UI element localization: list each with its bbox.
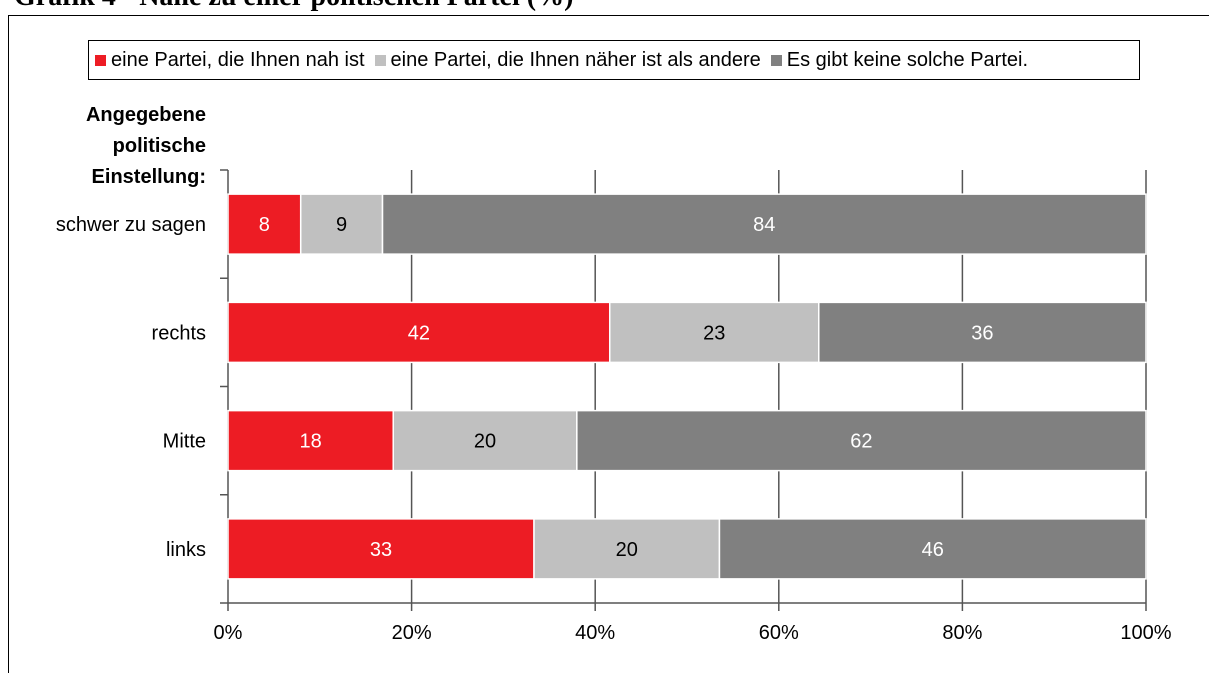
legend-swatch-red: [95, 54, 106, 66]
bar-value-label: 9: [336, 214, 347, 236]
category-label: Mitte: [163, 431, 206, 453]
y-axis-title-line-3: Einstellung:: [91, 166, 206, 188]
bar-segment: [299, 193, 384, 255]
chart-legend: eine Partei, die Ihnen nah ist eine Part…: [88, 40, 1140, 80]
bar-segment: [818, 301, 1147, 364]
legend-swatch-light-gray: [374, 54, 386, 66]
x-tick-label: 20%: [392, 622, 432, 644]
y-axis-title: Angegebene politische Einstellung:: [20, 100, 206, 193]
bar-value-label: 84: [753, 214, 775, 236]
bar-segment: [576, 409, 1147, 472]
legend-item-nah: eine Partei, die Ihnen nah ist: [95, 49, 365, 72]
y-axis-title-line-1: Angegebene: [85, 104, 206, 126]
bar-value-label: 46: [922, 539, 944, 561]
figure-title: Grafik 4 - Nähe zu einer politischen Par…: [0, 0, 1209, 16]
bar-value-label: 62: [850, 431, 872, 453]
x-tick-label: 0%: [214, 622, 243, 644]
bar-segment: [227, 301, 611, 364]
bar-value-label: 33: [370, 539, 392, 561]
frame-top-border: [8, 15, 1209, 16]
bar-value-label: 36: [971, 322, 993, 344]
y-axis-title-line-2: politische: [112, 135, 206, 157]
x-tick-label: 60%: [759, 622, 799, 644]
x-tick-label: 80%: [942, 622, 982, 644]
bar-value-label: 42: [408, 322, 430, 344]
legend-item-keine: Es gibt keine solche Partei.: [770, 48, 1029, 72]
legend-item-naeher: eine Partei, die Ihnen näher ist als and…: [374, 48, 761, 72]
legend-label-naeher: eine Partei, die Ihnen näher ist als and…: [390, 48, 761, 71]
bar-segment: [718, 518, 1147, 580]
x-tick-label: 40%: [575, 622, 615, 644]
legend-label-keine: Es gibt keine solche Partei.: [786, 48, 1029, 71]
bar-value-label: 20: [616, 539, 638, 561]
bar-segment: [227, 518, 535, 580]
bar-value-label: 23: [703, 322, 725, 344]
bar-segment: [381, 193, 1147, 255]
legend-swatch-dark-gray: [770, 54, 782, 66]
bar-value-label: 18: [299, 431, 321, 453]
bar-value-label: 20: [474, 431, 496, 453]
category-label: schwer zu sagen: [56, 214, 206, 236]
category-label: rechts: [152, 322, 206, 344]
legend-label-nah: eine Partei, die Ihnen nah ist: [111, 48, 365, 71]
frame-left-border: [8, 15, 9, 673]
bar-segment: [392, 409, 578, 472]
bar-value-label: 8: [259, 214, 270, 236]
bar-segment: [533, 518, 721, 580]
category-label: links: [166, 539, 206, 561]
x-tick-label: 100%: [1120, 622, 1171, 644]
